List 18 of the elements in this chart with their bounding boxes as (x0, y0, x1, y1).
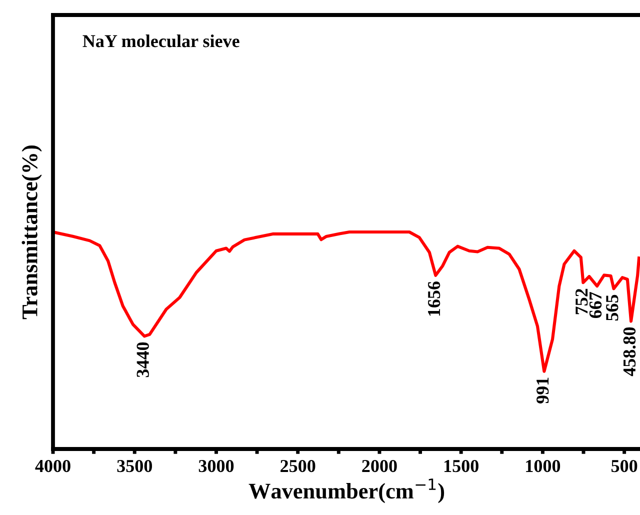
annotation: 458.80 (623, 327, 636, 376)
x-tick-label: 500 (611, 460, 638, 472)
x-axis-title: Wavenumber(cm$^{−1}$) (248, 478, 444, 504)
x-tick-label: 1000 (526, 460, 560, 472)
annotation: 752 (576, 288, 588, 314)
y-axis-title: Transmittance(%) (22, 146, 42, 320)
x-tick-label: 4000 (35, 460, 70, 472)
annotation: 1656 (428, 281, 440, 316)
x-tick-label: 2000 (362, 460, 397, 472)
annotation: 3440 (136, 342, 149, 378)
annotation: 667 (589, 292, 602, 318)
x-tick-label: 3500 (117, 460, 152, 472)
chart-title: NaY molecular sieve (82, 34, 240, 48)
annotation: 565 (606, 294, 618, 321)
x-tick-label: 1500 (444, 460, 478, 472)
annotation: 991 (536, 378, 549, 404)
x-tick-label: 2500 (280, 460, 316, 472)
x-tick-label: 3000 (198, 460, 234, 472)
